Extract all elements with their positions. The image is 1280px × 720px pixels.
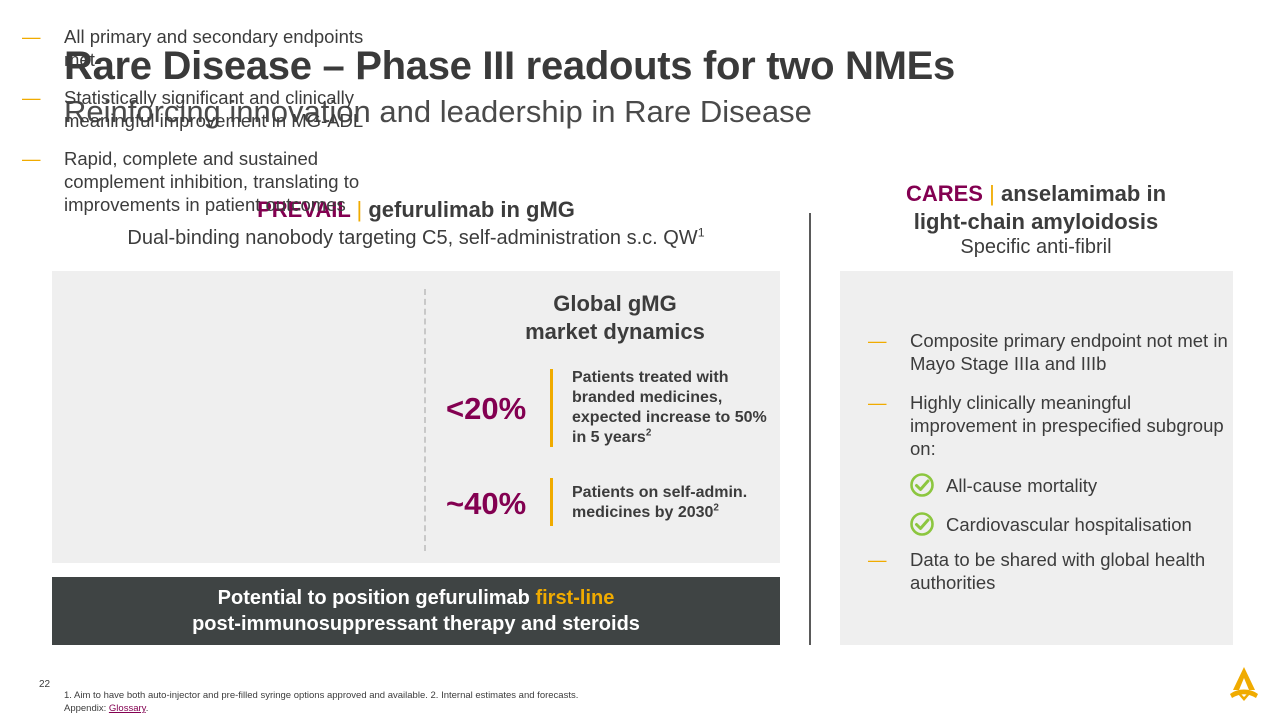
title-separator: | (989, 181, 995, 206)
glossary-link[interactable]: Glossary (108, 703, 146, 714)
prevail-title: PREVAIL | gefurulimab in gMG (52, 197, 780, 223)
cares-description: Specific anti-fibril (960, 236, 1112, 258)
cares-bullet-list: — Composite primary endpoint not met in M… (868, 329, 1228, 610)
prevail-header: PREVAIL | gefurulimab in gMG Dual-bindin… (52, 197, 780, 250)
page-subtitle: Reinforcing innovation and leadership in… (64, 94, 812, 129)
market-dynamics-title: Global gMG market dynamics (525, 291, 705, 344)
cares-drug-line2: light-chain amyloidosis (913, 209, 1159, 234)
prevail-description: Dual-binding nanobody targeting C5, self… (127, 225, 705, 249)
page-title: Rare Disease – Phase III readouts for tw… (64, 44, 955, 88)
appendix-line: Appendix: Glossary. (64, 703, 149, 714)
subgroup-item: Cardiovascular hospitalisation (910, 512, 1228, 536)
subgroup-item: All-cause mortality (910, 473, 1228, 497)
prevail-trial-name: PREVAIL (257, 197, 351, 222)
page-number: 22 (39, 679, 51, 690)
stat-text-branded: Patients treated with branded medicines,… (572, 369, 767, 446)
footnote: 1. Aim to have both auto-injector and pr… (64, 689, 578, 715)
list-item: — Composite primary endpoint not met in M… (868, 330, 1228, 374)
cares-header: CARES | anselamimab in light-chain amylo… (840, 180, 1232, 259)
stat-value-self-admin: ~40% (446, 486, 527, 521)
cares-trial-name: CARES (905, 181, 983, 206)
prevail-panel (52, 271, 780, 563)
list-item: — Data to be shared with global health au… (868, 549, 1206, 593)
title-separator: | (356, 197, 363, 222)
subgroup-list: All-cause mortality Cardiovascular hospi… (910, 473, 1228, 536)
footnote-text: 1. Aim to have both auto-injector and pr… (64, 690, 579, 701)
check-circle-icon (910, 473, 934, 497)
stat-text-self-admin: Patients on self-admin. medicines by 203… (572, 484, 748, 521)
banner-highlight: first-line (535, 587, 615, 609)
stat-value-branded: <20% (446, 391, 527, 426)
column-divider (809, 213, 811, 645)
list-item: — Rapid, complete and sustained complemen… (22, 148, 360, 215)
check-circle-icon (910, 512, 934, 536)
cares-panel (840, 271, 1233, 645)
prevail-drug: gefurulimab in gMG (368, 197, 575, 222)
list-item: — Statistically significant and clinicall… (22, 87, 364, 131)
stat-divider-bar (550, 478, 553, 526)
list-item: — All primary and secondary endpoints met (22, 26, 364, 70)
cares-title: CARES | anselamimab in light-chain amylo… (840, 180, 1232, 236)
prevail-bullet-list: — All primary and secondary endpoints met… (22, 25, 392, 231)
gefurulimab-positioning-banner: Potential to position gefurulimab first-… (52, 577, 780, 645)
cares-drug-line1: anselamimab in (1000, 181, 1167, 206)
logo-icon (1230, 667, 1258, 701)
dashed-divider (424, 289, 426, 551)
list-item: — Highly clinically meaningful improvemen… (868, 391, 1228, 536)
stat-divider-bar (550, 369, 553, 447)
